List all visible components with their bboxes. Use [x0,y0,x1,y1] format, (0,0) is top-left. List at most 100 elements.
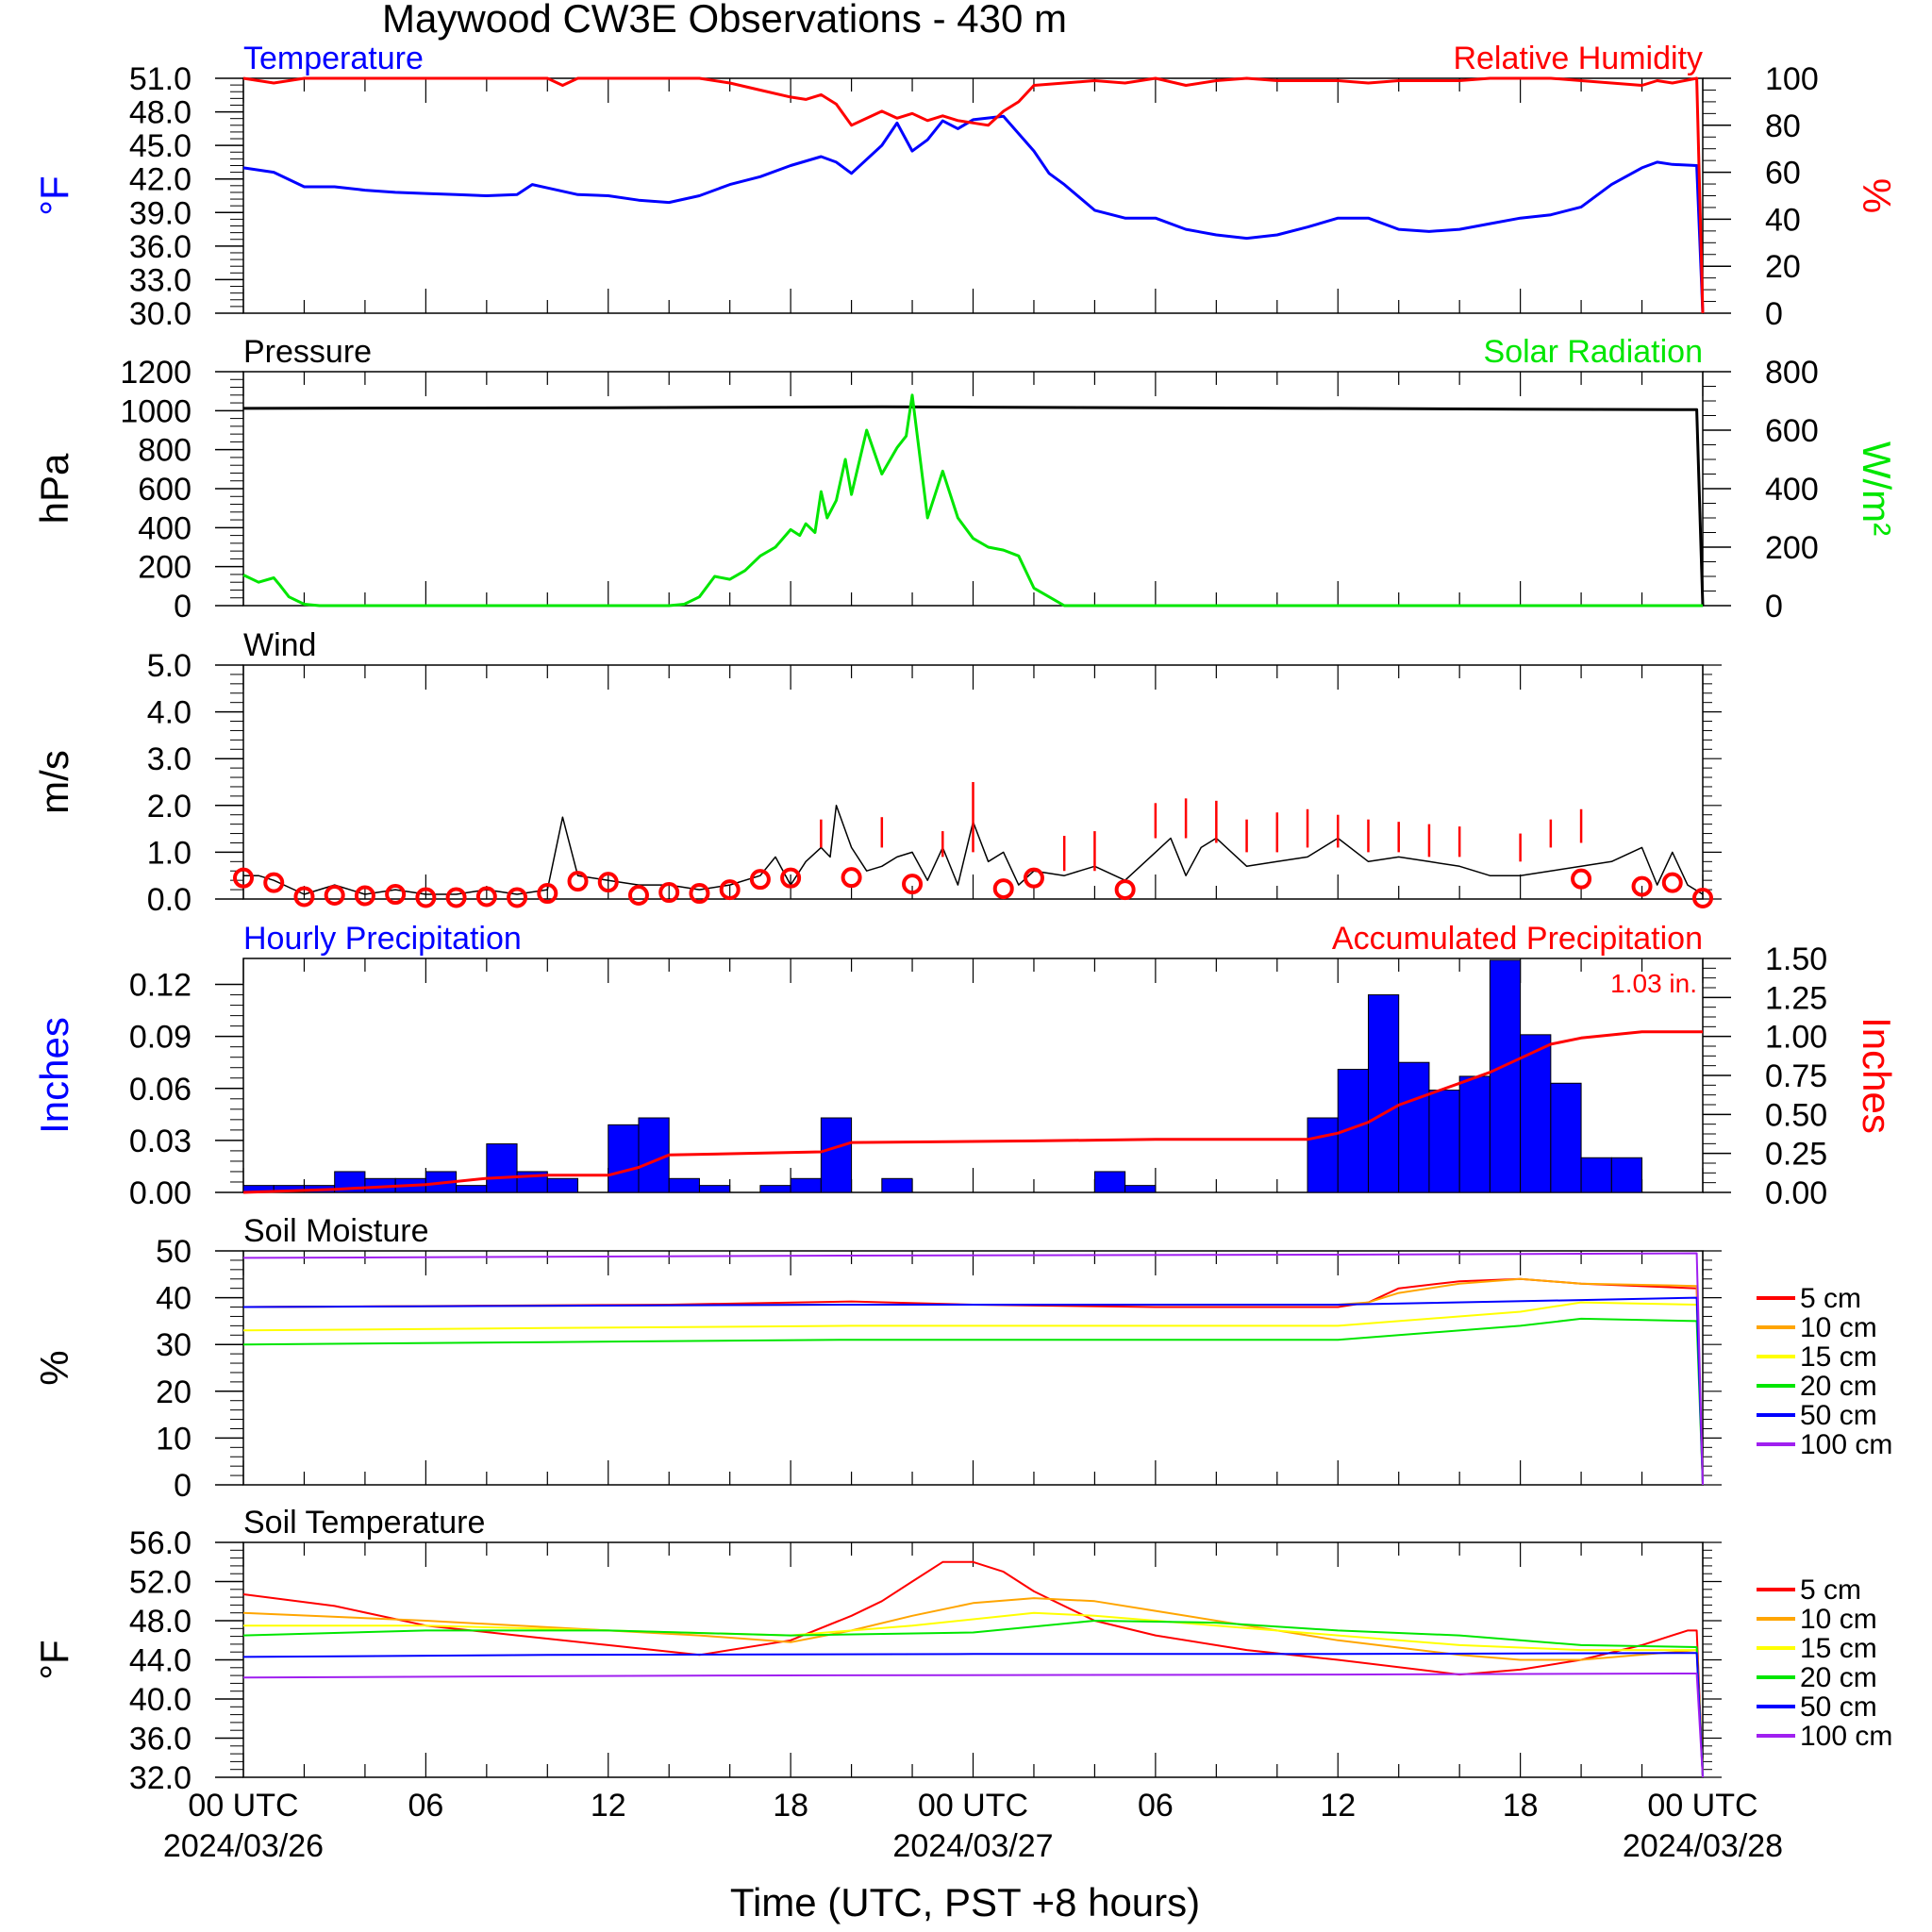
x-tick-label: 00 UTC [1647,1788,1757,1824]
hourly-precip-bar [1367,994,1400,1193]
y-tick-label-left: 40.0 [129,1682,192,1718]
y-axis-label-left: °F [32,175,76,215]
wind-marker [719,879,741,901]
y-axis-label-right: Inches [1855,1017,1899,1134]
hourly-precip-bar [546,1177,579,1193]
hourly-precip-bar [820,1117,853,1193]
wind-marker [354,885,375,907]
series-line-10-cm [242,1597,1704,1778]
x-tick-date-label: 2024/03/28 [1623,1828,1783,1864]
legend-label: 15 cm [1800,1633,1877,1664]
series-group [242,393,1705,608]
panel-title-right: Relative Humidity [1453,41,1703,76]
hourly-precip-bar [1398,1061,1430,1193]
y-axis-label-right: % [1855,178,1899,213]
wind-marker [780,867,802,889]
x-tick-label: 12 [1320,1788,1356,1824]
y-tick-label-right: 0.25 [1765,1137,1827,1173]
y-tick-label-left: 1000 [120,393,192,429]
x-tick-label: 00 UTC [188,1788,298,1824]
wind-marker [597,872,619,893]
series-line-15-cm [242,1301,1704,1486]
y-axis-label-left: % [32,1350,76,1385]
series-line-50-cm [242,1296,1704,1486]
y-tick-label-right: 1.00 [1765,1020,1827,1056]
wind-marker [992,878,1014,900]
panel-group: 51.048.045.042.039.036.033.030.010080604… [32,41,1899,1796]
accumulated-precip-line [242,1030,1703,1194]
series-line-50-cm [242,1652,1704,1778]
y-tick-label-left: 0.0 [147,882,192,918]
y-tick-label-right: 200 [1765,530,1819,566]
wind-marker [507,887,528,908]
wind-marker [567,871,589,892]
series-line-pressure [242,405,1705,607]
y-tick-label-left: 800 [138,433,192,469]
y-axis-label-left: °F [32,1640,76,1679]
y-tick-label-right: 0 [1765,296,1783,332]
y-tick-label-left: 51.0 [129,61,192,97]
x-tick-date-label: 2024/03/26 [163,1828,324,1864]
y-tick-label-left: 50 [156,1234,192,1270]
series-group [242,959,1703,1194]
y-tick-label-right: 20 [1765,249,1801,285]
y-axis-label-left: m/s [32,750,76,814]
wind-marker [1692,888,1713,909]
y-tick-label-right: 0.50 [1765,1097,1827,1133]
panel-title-left: Hourly Precipitation [243,921,522,957]
x-tick-label: 18 [773,1788,808,1824]
y-tick-label-right: 600 [1765,413,1819,449]
legend-label: 5 cm [1800,1574,1861,1606]
y-tick-label-left: 39.0 [129,195,192,231]
legend-label: 100 cm [1800,1429,1892,1460]
hourly-precip-bar [456,1185,488,1193]
panel-wind: 5.0 4.0 3.0 2.0 1.0 0.0 Wind m/s [32,627,1722,918]
y-tick-label-left: 600 [138,472,192,508]
y-tick-label-right: 1.25 [1765,980,1827,1016]
y-tick-label-right: 0 [1765,589,1783,625]
hourly-precip-bar [759,1185,791,1193]
y-tick-label-left: 200 [138,550,192,586]
hourly-precip-bar [1458,1075,1491,1193]
series-group [242,76,1705,314]
y-tick-label-left: 33.0 [129,262,192,298]
series-line-5-cm [242,1560,1704,1778]
legend-label: 15 cm [1800,1341,1877,1373]
y-tick-label-left: 1200 [120,355,192,391]
y-tick-label-left: 20 [156,1374,192,1410]
hourly-precip-bar [1428,1090,1460,1193]
panel-pressure-solar: 1200100080060040020008006004002000Pressu… [32,334,1899,625]
series-group [242,1252,1704,1486]
y-axis-label-left: Inches [32,1017,76,1134]
x-tick-label: 06 [408,1788,443,1824]
y-tick-label-left: 3.0 [147,741,192,777]
figure-title: Maywood CW3E Observations - 430 m [382,0,1067,41]
y-axis-label-right: W/m² [1855,441,1899,536]
panel-title-right: Accumulated Precipitation [1332,921,1703,957]
legend-label: 50 cm [1800,1691,1877,1723]
y-tick-label-left: 0.03 [129,1124,192,1159]
wind-marker [749,869,771,891]
wind-marker [1661,872,1683,893]
series-line-solar-radiation [242,393,1703,608]
series-line-100-cm [242,1252,1704,1486]
series-group [233,782,1713,909]
panel-title-left: Wind [243,627,316,663]
wind-marker [1023,867,1044,889]
hourly-precip-bar [698,1185,731,1193]
wind-marker [537,883,558,905]
y-tick-label-left: 44.0 [129,1643,192,1679]
y-tick-label-right: 60 [1765,156,1801,192]
hourly-precip-bar [790,1177,822,1193]
y-tick-label-right: 1.50 [1765,941,1827,977]
hourly-precip-bar [486,1143,518,1193]
y-tick-label-left: 56.0 [129,1525,192,1561]
hourly-precip-bar [1550,1082,1582,1193]
y-tick-label-left: 30 [156,1327,192,1363]
plot-frame [242,1250,1704,1486]
hourly-precip-bar [881,1177,913,1193]
x-tick-label: 00 UTC [918,1788,1028,1824]
x-axis: 00 UTC 2024/03/26 06 12 18 00 UTC 2024/03/27 06… [163,1788,1783,1864]
wind-marker [627,885,649,907]
